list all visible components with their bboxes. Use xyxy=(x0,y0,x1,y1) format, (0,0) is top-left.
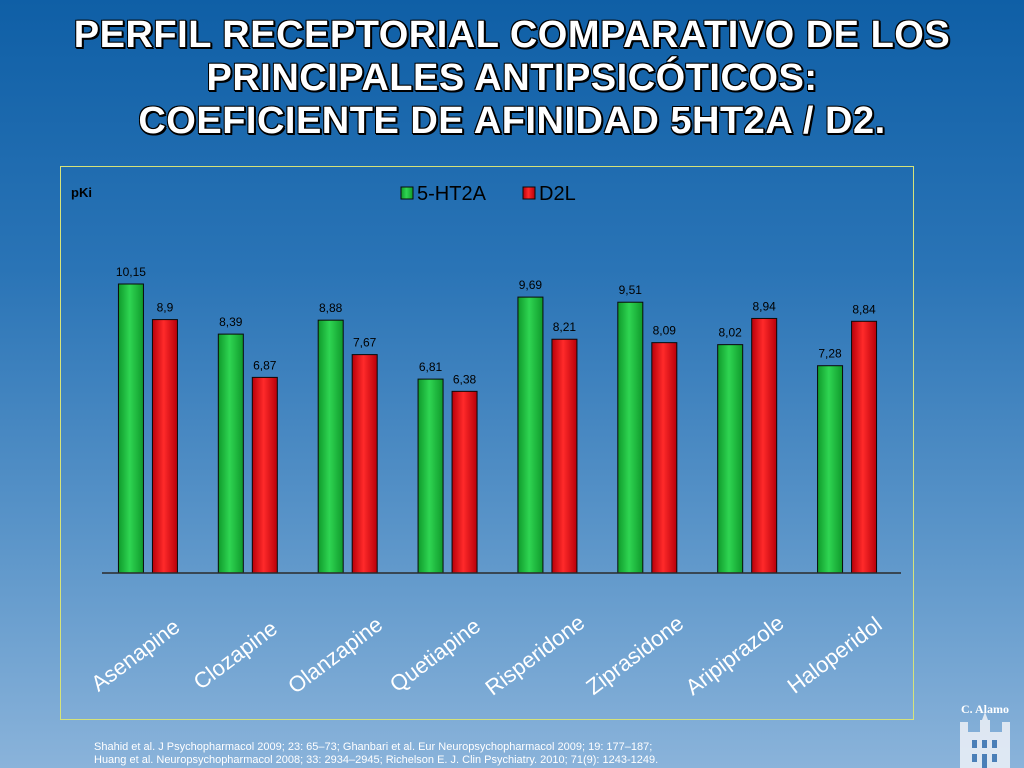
legend-label-5ht2a: 5-HT2A xyxy=(417,183,487,205)
value-label-d2l-ziprasidone: 8,09 xyxy=(653,324,677,338)
legend-swatch-d2l xyxy=(522,186,536,200)
bars-group xyxy=(117,283,878,574)
value-label-d2l-haloperidol: 8,84 xyxy=(852,302,876,316)
value-label-5ht2a-asenapine: 10,15 xyxy=(116,265,146,279)
value-label-d2l-clozapine: 6,87 xyxy=(253,358,277,372)
reference-line-1: Shahid et al. J Psychopharmacol 2009; 23… xyxy=(94,741,653,753)
value-label-d2l-aripiprazole: 8,94 xyxy=(753,299,777,313)
title-line-3: COEFICIENTE DE AFINIDAD 5HT2A / D2. xyxy=(138,100,886,142)
bar-d2l-asenapine xyxy=(151,319,178,574)
bar-chart: pKi 5-HT2A D2L 10,15 8,9 8,39 6,87 8,88 7,67 6,… xyxy=(71,183,901,701)
value-label-5ht2a-clozapine: 8,39 xyxy=(219,315,243,329)
value-label-5ht2a-haloperidol: 7,28 xyxy=(818,347,842,361)
category-label-risperidone: Risperidone xyxy=(481,610,590,701)
bar-5ht2a-haloperidol xyxy=(817,365,844,574)
bar-d2l-haloperidol xyxy=(851,320,878,574)
value-label-d2l-olanzapine: 7,67 xyxy=(353,336,377,350)
legend-label-d2l: D2L xyxy=(539,183,576,205)
bar-d2l-ziprasidone xyxy=(651,342,678,574)
value-label-5ht2a-ziprasidone: 9,51 xyxy=(619,283,643,297)
title-line-1: PERFIL RECEPTORIAL COMPARATIVO DE LOS xyxy=(73,14,951,56)
building-icon xyxy=(960,712,1010,768)
category-label-quetiapine: Quetiapine xyxy=(385,613,485,697)
bar-5ht2a-risperidone xyxy=(517,296,544,574)
y-axis-label: pKi xyxy=(71,185,92,200)
slide-title: PERFIL RECEPTORIAL COMPARATIVO DE LOS PR… xyxy=(0,14,1024,143)
value-label-5ht2a-aripiprazole: 8,02 xyxy=(719,326,743,340)
value-label-d2l-risperidone: 8,21 xyxy=(553,320,577,334)
author-logo: C. Alamo xyxy=(952,702,1018,768)
bar-d2l-quetiapine xyxy=(451,390,478,574)
bar-d2l-aripiprazole xyxy=(751,317,778,574)
value-label-5ht2a-quetiapine: 6,81 xyxy=(419,360,443,374)
title-line-2: PRINCIPALES ANTIPSICÓTICOS: xyxy=(206,57,818,99)
reference-line-2: Huang et al. Neuropsychopharmacol 2008; … xyxy=(94,754,659,766)
bar-5ht2a-quetiapine xyxy=(417,378,444,574)
chart-legend: 5-HT2A D2L xyxy=(400,183,576,205)
bar-5ht2a-aripiprazole xyxy=(717,344,744,574)
bar-d2l-olanzapine xyxy=(351,354,378,574)
value-label-5ht2a-olanzapine: 8,88 xyxy=(319,301,343,315)
bar-d2l-clozapine xyxy=(251,376,278,574)
bar-5ht2a-clozapine xyxy=(217,333,244,574)
category-label-clozapine: Clozapine xyxy=(189,616,282,695)
category-label-asenapine: Asenapine xyxy=(86,614,184,697)
value-label-d2l-asenapine: 8,9 xyxy=(157,301,174,315)
bar-d2l-risperidone xyxy=(551,338,578,574)
bar-5ht2a-asenapine xyxy=(117,283,144,574)
value-label-5ht2a-risperidone: 9,69 xyxy=(519,278,543,292)
value-label-d2l-quetiapine: 6,38 xyxy=(453,372,477,386)
category-label-olanzapine: Olanzapine xyxy=(283,612,387,699)
references: Shahid et al. J Psychopharmacol 2009; 23… xyxy=(94,741,658,767)
category-label-aripiprazole: Aripiprazole xyxy=(681,610,789,700)
category-label-haloperidol: Haloperidol xyxy=(783,612,887,699)
logo-text: C. Alamo xyxy=(961,702,1009,716)
category-labels-group: Asenapine Clozapine OlanzapineQuetiapineRi… xyxy=(86,610,886,701)
chart-area: pKi 5-HT2A D2L 10,15 8,9 8,39 6,87 8,88 7,67 6,… xyxy=(60,166,914,720)
legend-swatch-5ht2a xyxy=(400,186,414,200)
bar-5ht2a-ziprasidone xyxy=(617,301,644,574)
category-label-ziprasidone: Ziprasidone xyxy=(581,610,688,699)
value-labels-group: 10,15 8,9 8,39 6,87 8,88 7,67 6,81 6,38 9,69 8,21… xyxy=(116,265,876,386)
bar-5ht2a-olanzapine xyxy=(317,319,344,574)
